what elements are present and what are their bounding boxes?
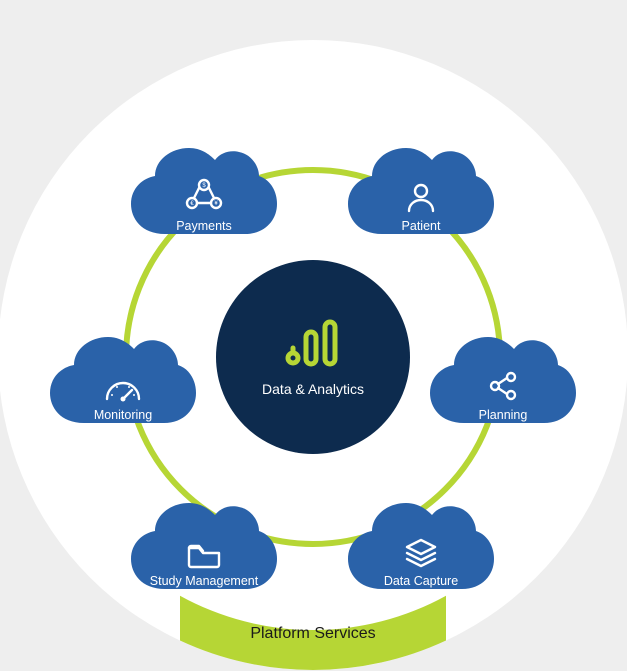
center-hub: Data & Analytics: [216, 260, 410, 454]
center-label: Data & Analytics: [262, 381, 364, 397]
cloud-payments: $ € ¥ Payments: [129, 138, 279, 243]
nodes-icon: [486, 327, 520, 410]
svg-text:€: €: [190, 201, 194, 207]
cloud-study: Study Management: [129, 493, 279, 598]
cloud-monitoring: Monitoring: [48, 327, 198, 432]
cloud-label-patient: Patient: [402, 220, 441, 233]
cloud-label-study: Study Management: [150, 575, 258, 588]
cloud-label-payments: Payments: [176, 220, 232, 233]
cloud-planning: Planning: [428, 327, 578, 432]
bars-icon: [284, 318, 342, 373]
layers-icon: [403, 493, 439, 576]
platform-services-label: Platform Services: [180, 625, 446, 643]
svg-text:¥: ¥: [214, 201, 218, 207]
person-icon: [404, 138, 438, 221]
currency-cycle-icon: $ € ¥: [184, 138, 224, 221]
cloud-label-capture: Data Capture: [384, 575, 458, 588]
svg-text:$: $: [202, 183, 206, 189]
folder-icon: [186, 493, 222, 576]
gauge-icon: [103, 327, 143, 410]
cloud-capture: Data Capture: [346, 493, 496, 598]
cloud-patient: Patient: [346, 138, 496, 243]
banner-text: Platform Services: [250, 625, 375, 642]
diagram-stage: Data & Analytics $ € ¥ Payments: [0, 0, 627, 671]
cloud-label-planning: Planning: [479, 409, 528, 422]
cloud-label-monitoring: Monitoring: [94, 409, 152, 422]
